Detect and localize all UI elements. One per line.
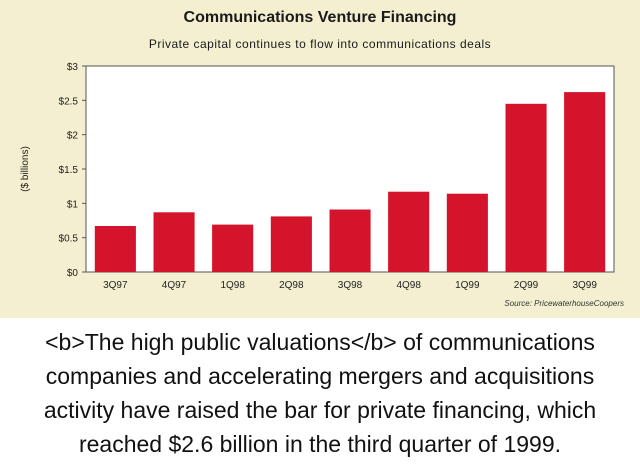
x-tick-label: 2Q99 <box>514 280 539 291</box>
y-tick-label: $0.5 <box>59 234 79 245</box>
x-tick-label: 3Q98 <box>338 280 363 291</box>
bar-1q98 <box>212 224 254 272</box>
y-axis-label: ($ billions) <box>20 146 31 192</box>
source-note: Source: PricewaterhouseCoopers <box>504 299 624 308</box>
y-tick-label: $3 <box>67 62 79 73</box>
bar-chart: $0 $0.5 $1 $1.5 $2 $2.5 $3 3Q97 4Q97 1Q98 2Q98 3Q9… <box>20 62 615 291</box>
bar-2q98 <box>270 216 312 272</box>
bar-1q99 <box>446 193 488 272</box>
y-tick-label: $1 <box>67 199 79 210</box>
x-tick-label: 1Q98 <box>220 280 245 291</box>
x-tick-label: 4Q97 <box>162 280 187 291</box>
x-tick-label: 2Q98 <box>279 280 304 291</box>
x-tick-label: 4Q98 <box>396 280 421 291</box>
y-tick-label: $2.5 <box>59 96 79 107</box>
caption-text: <b>The high public valuations</b> of com… <box>0 318 640 473</box>
bar-4q97 <box>153 212 195 272</box>
x-tick-label: 1Q99 <box>455 280 480 291</box>
y-tick-label: $2 <box>67 131 79 142</box>
x-tick-label: 3Q99 <box>572 280 597 291</box>
y-tick-label: $0 <box>67 268 79 279</box>
bar-3q98 <box>329 209 371 272</box>
chart-title: Communications Venture Financing <box>183 9 457 26</box>
bar-3q99 <box>564 92 606 272</box>
x-tick-label: 3Q97 <box>103 280 128 291</box>
chart-subtitle: Private capital continues to flow into c… <box>148 37 492 51</box>
bar-2q99 <box>505 103 547 272</box>
bar-4q98 <box>388 191 430 272</box>
bar-3q97 <box>94 226 136 272</box>
y-tick-label: $1.5 <box>59 165 79 176</box>
